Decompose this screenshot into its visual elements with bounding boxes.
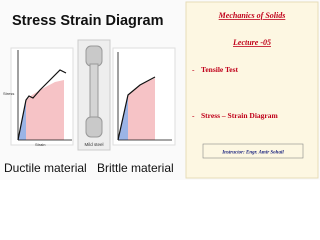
lecture: Lecture -05	[232, 38, 271, 47]
title: Stress Strain Diagram	[12, 13, 164, 29]
item: Tensile Test	[201, 65, 239, 74]
specimen-label: Mild steel	[84, 142, 103, 147]
caption: Ductile material	[4, 161, 87, 175]
bullet: -	[192, 65, 195, 74]
slide: Stress Strain Diagram Stress Strain Mild…	[3, 1, 319, 179]
caption: Brittle material	[97, 161, 174, 175]
instructor-box	[202, 143, 304, 159]
instructor: Instructor: Engr. Amir Sohail	[221, 151, 284, 156]
ductile-graph: Stress Strain	[3, 47, 74, 147]
y-label: Stress	[3, 91, 14, 96]
brittle-graph	[112, 47, 176, 146]
bullet: -	[192, 111, 195, 120]
course: Mechanics of Solids	[218, 11, 286, 20]
item: Stress – Strain Diagram	[201, 111, 278, 120]
specimen: Mild steel	[77, 39, 111, 151]
x-label: Strain	[35, 142, 45, 147]
